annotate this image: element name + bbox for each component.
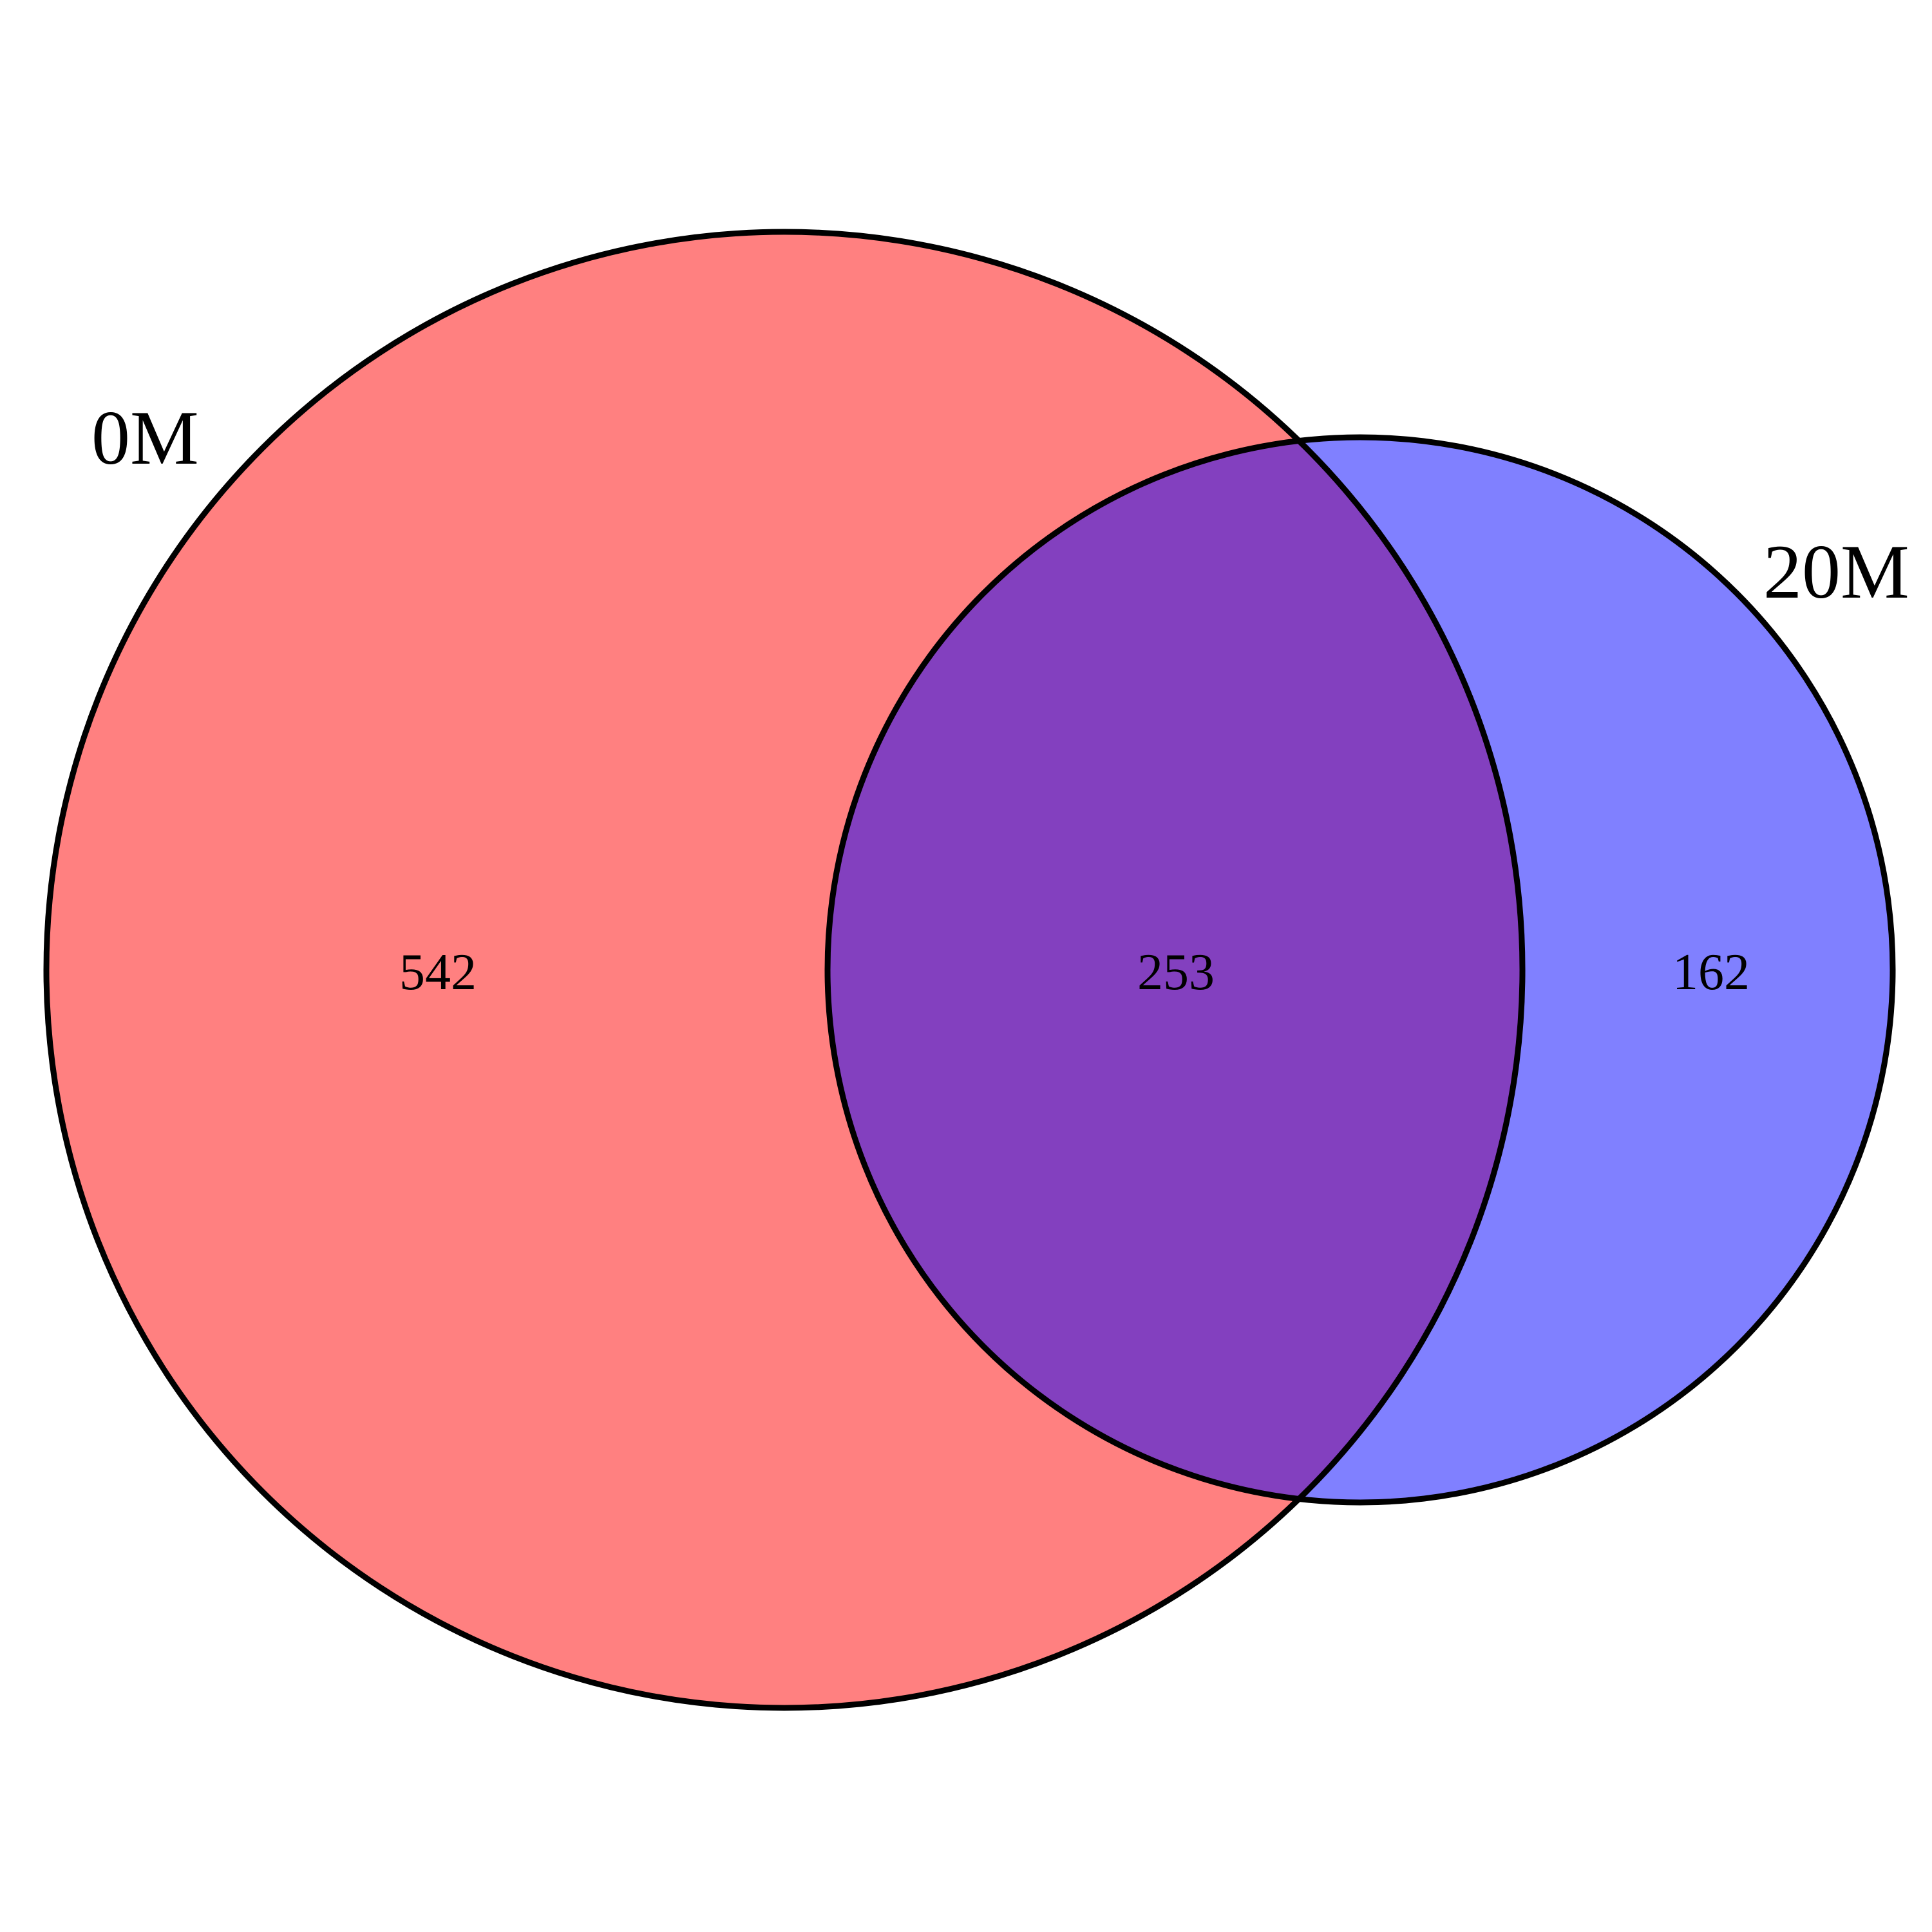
count-only-0m: 542 [399,944,477,1001]
count-both: 253 [1137,944,1215,1001]
set-20m-outline [824,434,1896,1506]
set-0m-outline [43,229,1526,1711]
overlap-region [828,437,1522,1502]
set-20m-label: 20M [1763,529,1909,614]
set-0m-label: 0M [91,395,199,480]
count-only-20m: 162 [1672,944,1750,1001]
